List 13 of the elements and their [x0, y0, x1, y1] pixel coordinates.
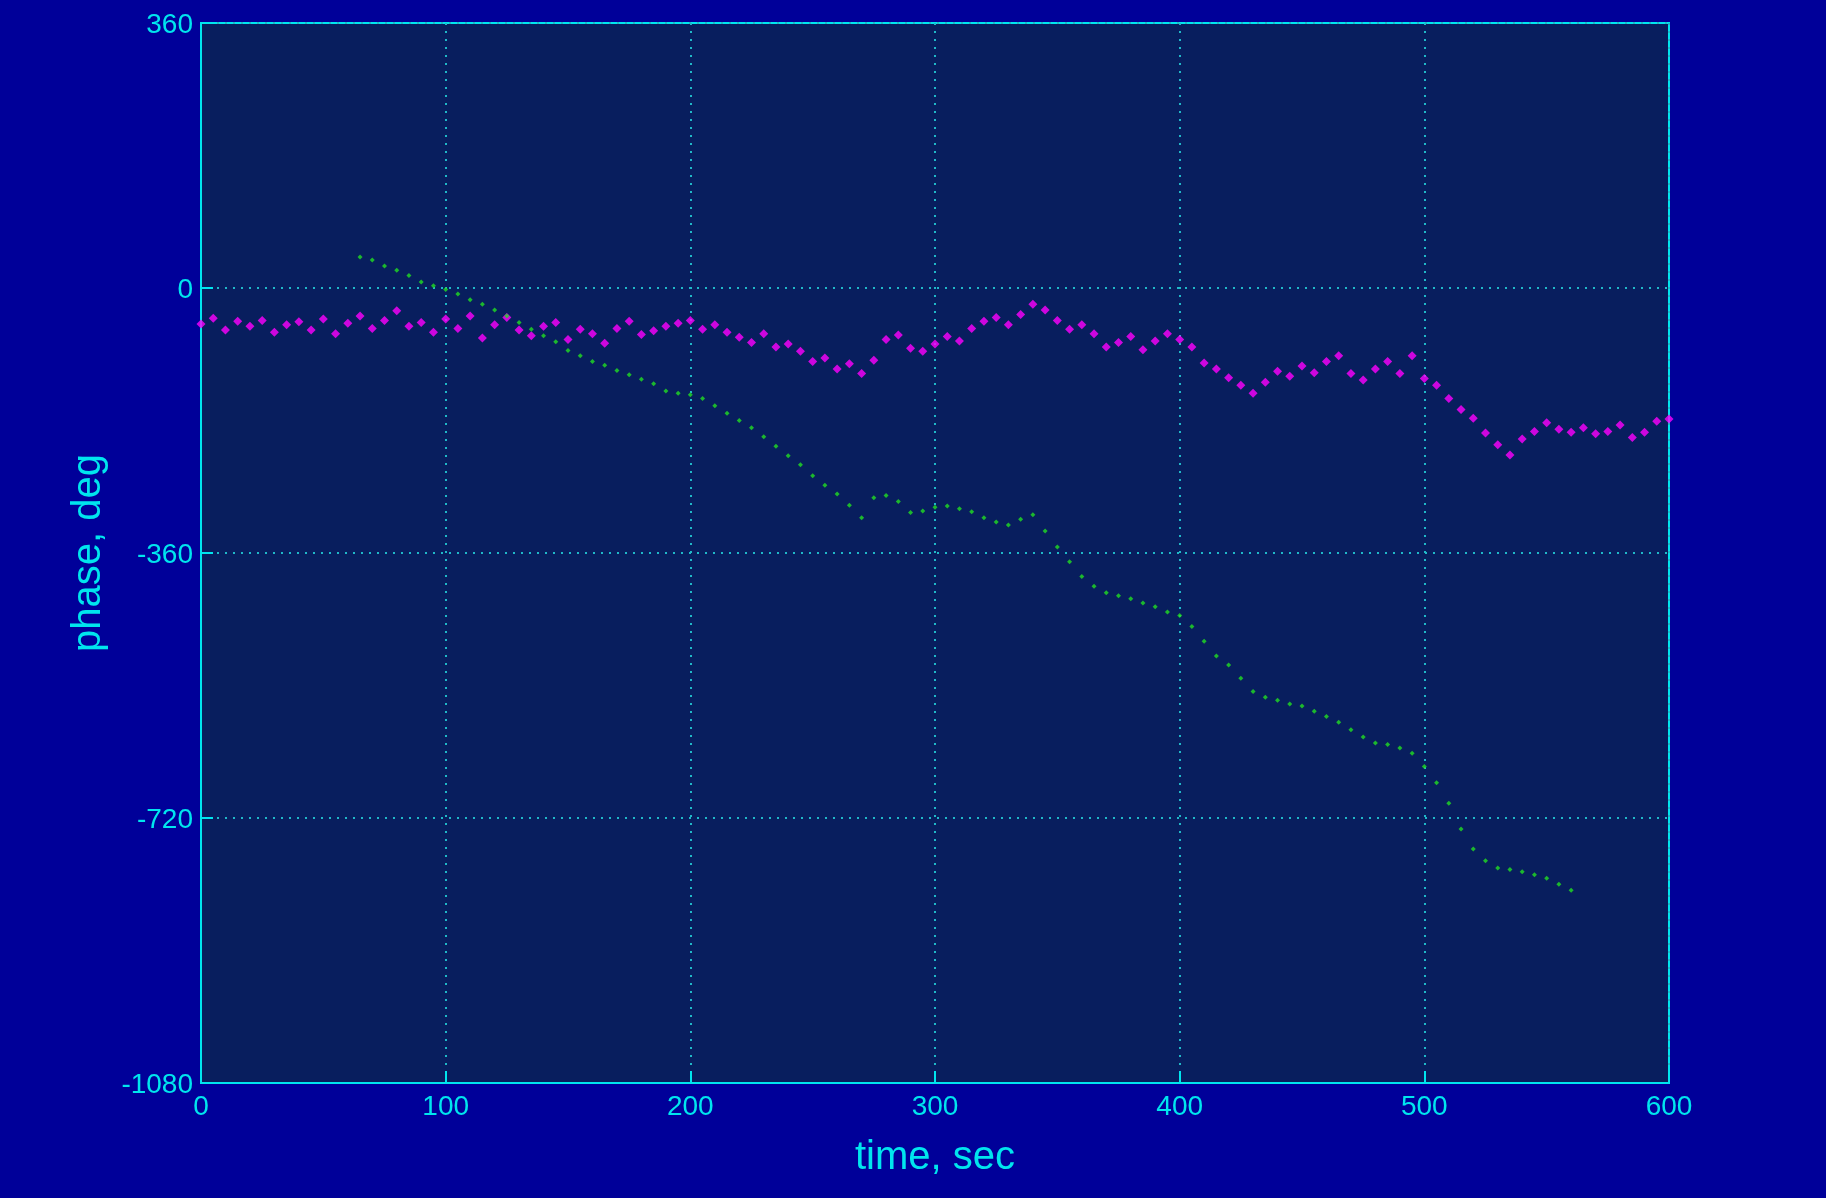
x-tick-label: 400: [1156, 1089, 1204, 1121]
x-tick-label: 500: [1400, 1089, 1448, 1121]
x-tick-label: 300: [911, 1089, 959, 1121]
x-tick-label: 200: [666, 1089, 714, 1121]
y-tick-label: 0: [177, 272, 193, 304]
x-tick-label: 600: [1645, 1089, 1693, 1121]
y-tick-label: 360: [146, 7, 193, 39]
x-tick-label: 100: [422, 1089, 470, 1121]
y-tick-label: -1080: [121, 1067, 193, 1099]
y-tick-label: -720: [136, 802, 193, 834]
y-axis-title: phase, deg: [64, 454, 108, 652]
y-tick-label: -360: [136, 537, 193, 569]
x-axis-title: time, sec: [854, 1133, 1016, 1177]
